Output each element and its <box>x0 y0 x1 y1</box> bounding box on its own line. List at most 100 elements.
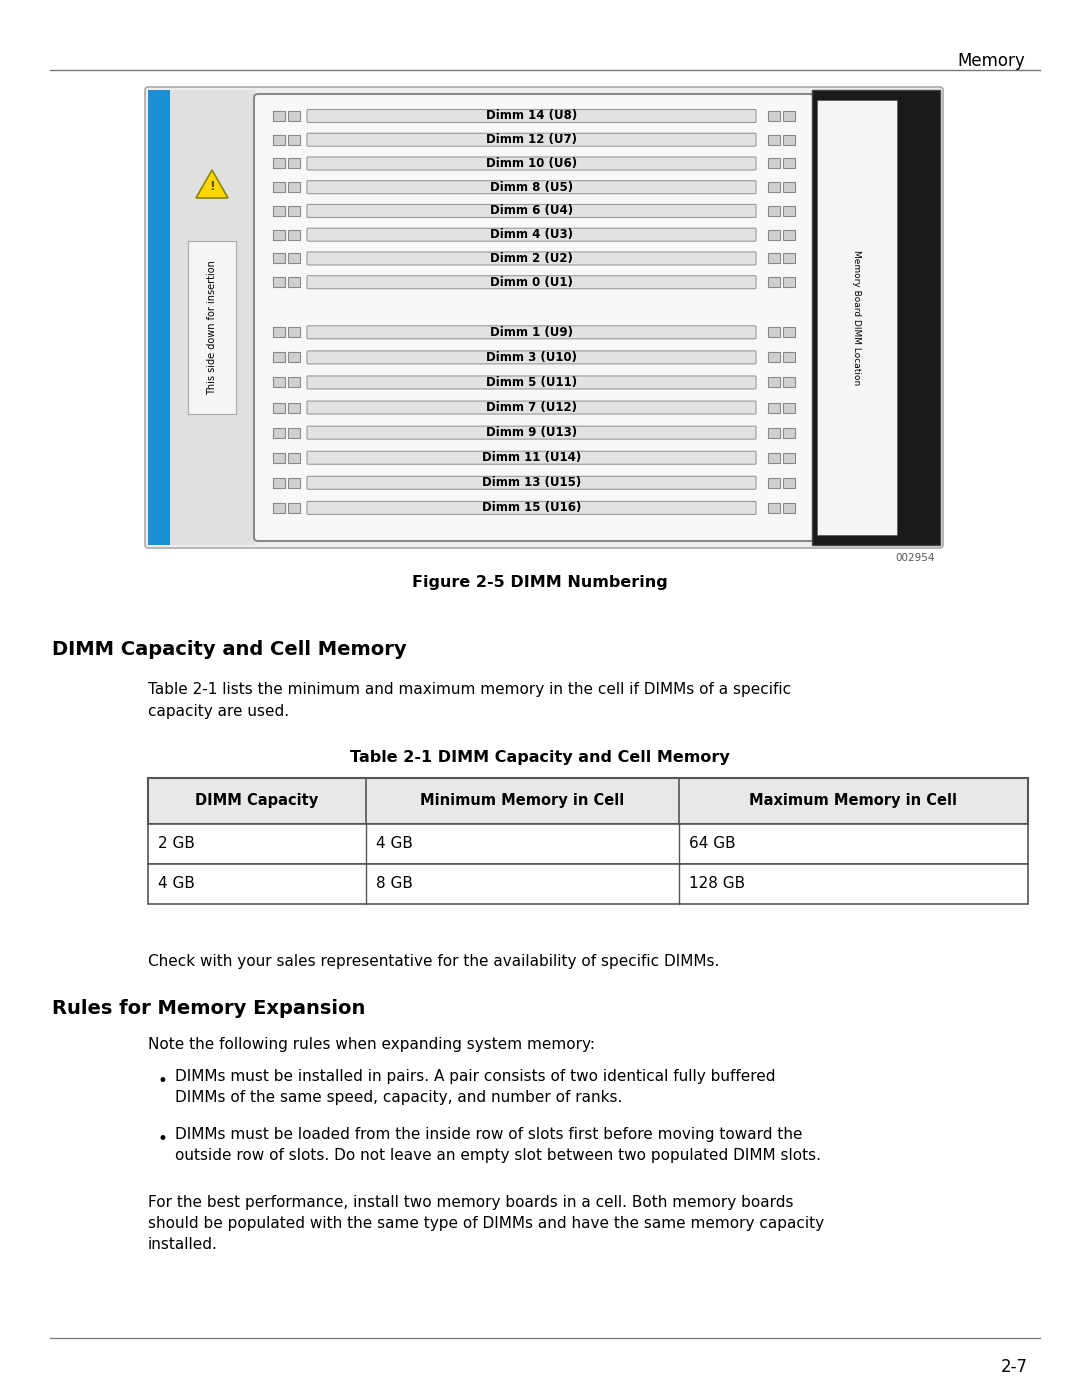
Bar <box>768 277 780 288</box>
Bar <box>273 205 285 217</box>
Text: Dimm 15 (U16): Dimm 15 (U16) <box>482 502 581 514</box>
Bar <box>148 863 1028 904</box>
Bar <box>768 205 780 217</box>
Bar <box>783 277 795 288</box>
FancyBboxPatch shape <box>307 228 756 242</box>
FancyBboxPatch shape <box>307 204 756 218</box>
Text: Check with your sales representative for the availability of specific DIMMs.: Check with your sales representative for… <box>148 954 719 970</box>
Text: •: • <box>157 1071 167 1090</box>
Bar <box>148 136 170 341</box>
Bar <box>768 453 780 462</box>
Bar <box>288 453 300 462</box>
Text: Dimm 8 (U5): Dimm 8 (U5) <box>490 180 573 194</box>
Bar <box>288 327 300 337</box>
Bar <box>288 110 300 122</box>
FancyBboxPatch shape <box>307 133 756 147</box>
Text: Dimm 9 (U13): Dimm 9 (U13) <box>486 426 577 439</box>
Bar <box>783 110 795 122</box>
Text: Rules for Memory Expansion: Rules for Memory Expansion <box>52 999 365 1018</box>
Text: !: ! <box>210 180 215 194</box>
Bar <box>148 824 1028 863</box>
Text: Table 2-1 DIMM Capacity and Cell Memory: Table 2-1 DIMM Capacity and Cell Memory <box>350 750 730 766</box>
Bar <box>768 253 780 264</box>
Text: Note the following rules when expanding system memory:: Note the following rules when expanding … <box>148 1037 595 1052</box>
Text: Minimum Memory in Cell: Minimum Memory in Cell <box>420 793 624 809</box>
Text: Dimm 1 (U9): Dimm 1 (U9) <box>490 326 573 339</box>
Bar <box>273 158 285 169</box>
FancyBboxPatch shape <box>307 451 756 464</box>
Bar <box>273 277 285 288</box>
FancyBboxPatch shape <box>307 251 756 265</box>
Text: Dimm 6 (U4): Dimm 6 (U4) <box>490 204 573 218</box>
Bar <box>816 101 897 535</box>
Bar <box>288 205 300 217</box>
FancyBboxPatch shape <box>145 87 943 548</box>
Bar <box>768 110 780 122</box>
Text: 64 GB: 64 GB <box>689 837 735 852</box>
Bar <box>273 352 285 362</box>
Bar <box>783 402 795 412</box>
Text: Dimm 11 (U14): Dimm 11 (U14) <box>482 451 581 464</box>
Text: •: • <box>157 1130 167 1148</box>
Text: DIMMs must be loaded from the inside row of slots first before moving toward the: DIMMs must be loaded from the inside row… <box>175 1127 821 1162</box>
Bar <box>273 134 285 145</box>
Bar <box>273 427 285 437</box>
Bar <box>288 182 300 193</box>
Bar <box>288 229 300 240</box>
Bar <box>783 158 795 169</box>
Bar <box>768 327 780 337</box>
Bar <box>170 89 255 545</box>
Text: Dimm 4 (U3): Dimm 4 (U3) <box>490 228 573 242</box>
Text: For the best performance, install two memory boards in a cell. Both memory board: For the best performance, install two me… <box>148 1194 824 1252</box>
Text: Dimm 13 (U15): Dimm 13 (U15) <box>482 476 581 489</box>
Text: 2 GB: 2 GB <box>158 837 194 852</box>
Bar <box>273 253 285 264</box>
FancyBboxPatch shape <box>307 326 756 339</box>
Bar <box>273 453 285 462</box>
Text: Maximum Memory in Cell: Maximum Memory in Cell <box>750 793 957 809</box>
Bar <box>783 503 795 513</box>
Bar <box>288 377 300 387</box>
Text: Table 2-1 lists the minimum and maximum memory in the cell if DIMMs of a specifi: Table 2-1 lists the minimum and maximum … <box>148 682 792 718</box>
FancyBboxPatch shape <box>307 180 756 194</box>
Bar <box>288 427 300 437</box>
Text: DIMM Capacity and Cell Memory: DIMM Capacity and Cell Memory <box>52 640 407 659</box>
Text: DIMM Capacity: DIMM Capacity <box>195 793 319 809</box>
Bar <box>273 402 285 412</box>
Bar <box>768 427 780 437</box>
Text: Figure 2-5 DIMM Numbering: Figure 2-5 DIMM Numbering <box>413 576 667 590</box>
FancyBboxPatch shape <box>307 351 756 363</box>
Bar <box>273 110 285 122</box>
Text: This side down for insertion: This side down for insertion <box>207 260 217 395</box>
Text: DIMMs must be installed in pairs. A pair consists of two identical fully buffere: DIMMs must be installed in pairs. A pair… <box>175 1069 775 1105</box>
Text: Dimm 14 (U8): Dimm 14 (U8) <box>486 109 577 123</box>
Bar <box>783 229 795 240</box>
Bar <box>288 134 300 145</box>
Bar <box>288 478 300 488</box>
Text: Dimm 12 (U7): Dimm 12 (U7) <box>486 133 577 147</box>
FancyBboxPatch shape <box>307 502 756 514</box>
Bar <box>783 205 795 217</box>
Bar <box>768 229 780 240</box>
Bar <box>783 478 795 488</box>
Bar <box>783 182 795 193</box>
Bar <box>783 453 795 462</box>
Text: Memory: Memory <box>957 52 1025 70</box>
Bar <box>768 158 780 169</box>
Polygon shape <box>195 170 228 198</box>
Text: 2-7: 2-7 <box>1001 1358 1028 1376</box>
Text: 8 GB: 8 GB <box>376 876 414 891</box>
Text: 4 GB: 4 GB <box>158 876 194 891</box>
Bar <box>273 377 285 387</box>
Bar <box>768 182 780 193</box>
Bar <box>768 377 780 387</box>
FancyBboxPatch shape <box>307 476 756 489</box>
Bar <box>768 134 780 145</box>
Text: 002954: 002954 <box>895 553 935 563</box>
Bar <box>288 352 300 362</box>
FancyBboxPatch shape <box>307 401 756 414</box>
Bar <box>783 427 795 437</box>
Bar <box>273 478 285 488</box>
FancyBboxPatch shape <box>307 109 756 123</box>
Text: 128 GB: 128 GB <box>689 876 745 891</box>
